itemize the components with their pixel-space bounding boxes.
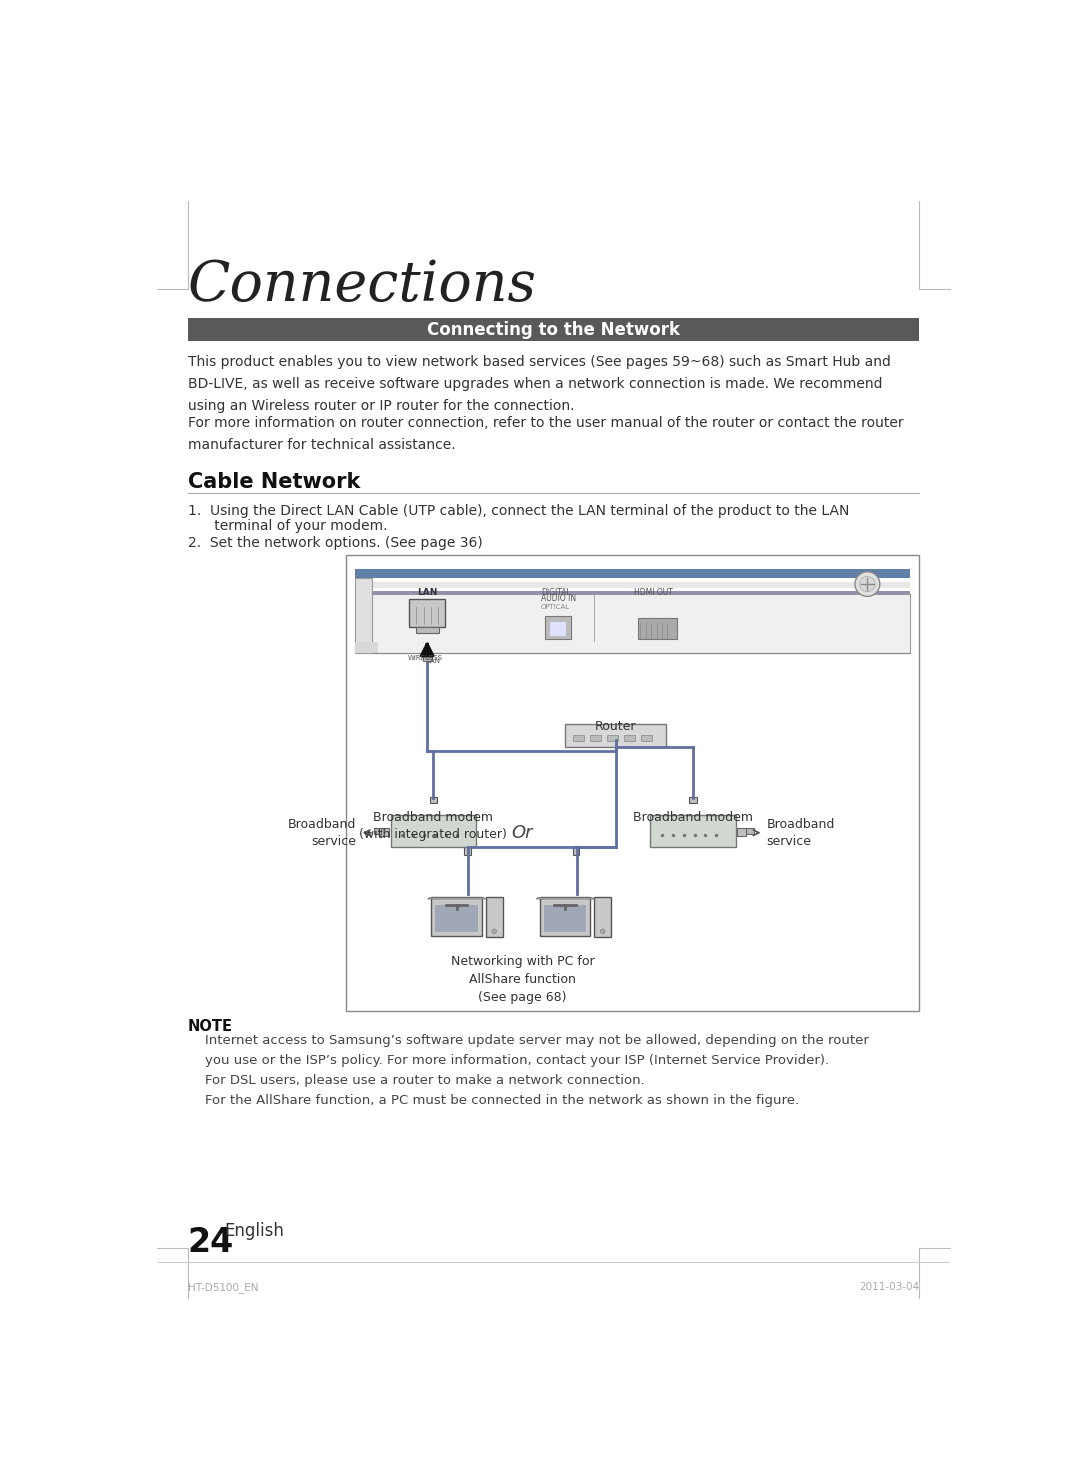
Bar xyxy=(380,828,389,836)
Text: Broadband modem: Broadband modem xyxy=(633,810,753,824)
Bar xyxy=(416,627,438,633)
Bar xyxy=(572,735,583,741)
Polygon shape xyxy=(536,898,594,899)
Text: HT-D5100_EN: HT-D5100_EN xyxy=(188,1282,258,1293)
Text: 1.  Using the Direct LAN Cable (UTP cable), connect the LAN terminal of the prod: 1. Using the Direct LAN Cable (UTP cable… xyxy=(188,504,849,518)
Text: OPTICAL: OPTICAL xyxy=(541,605,570,611)
Bar xyxy=(689,797,697,803)
Circle shape xyxy=(491,929,497,933)
Text: Networking with PC for
AllShare function
(See page 68): Networking with PC for AllShare function… xyxy=(450,955,594,1004)
Bar xyxy=(355,642,378,654)
Text: DIGITAL: DIGITAL xyxy=(541,589,571,598)
Circle shape xyxy=(600,929,605,933)
Bar xyxy=(409,599,445,627)
Bar xyxy=(355,592,910,595)
Text: 24: 24 xyxy=(188,1226,234,1259)
Bar xyxy=(604,731,610,738)
Bar xyxy=(607,735,618,741)
Bar xyxy=(746,828,754,834)
Text: AUDIO IN: AUDIO IN xyxy=(541,593,577,602)
Bar xyxy=(355,595,910,654)
Polygon shape xyxy=(428,898,486,899)
Bar xyxy=(642,735,652,741)
Text: This product enables you to view network based services (See pages 59~68) such a: This product enables you to view network… xyxy=(188,355,891,413)
Text: WIRELESS: WIRELESS xyxy=(407,655,443,661)
Bar xyxy=(551,621,566,636)
Text: Broadband
service: Broadband service xyxy=(767,818,835,847)
Text: Internet access to Samsung’s software update server may not be allowed, dependin: Internet access to Samsung’s software up… xyxy=(205,1034,868,1108)
Text: Connecting to the Network: Connecting to the Network xyxy=(427,321,680,339)
Circle shape xyxy=(860,577,875,592)
Text: Or: Or xyxy=(512,824,534,842)
Text: Broadband
service: Broadband service xyxy=(287,818,356,847)
Bar xyxy=(594,898,611,938)
Bar xyxy=(355,568,910,578)
Text: LAN: LAN xyxy=(417,589,437,598)
Bar xyxy=(374,828,381,834)
Text: 2.  Set the network options. (See page 36): 2. Set the network options. (See page 36… xyxy=(188,535,483,550)
Bar xyxy=(590,735,600,741)
Circle shape xyxy=(855,572,880,596)
Bar xyxy=(355,578,373,654)
Bar xyxy=(544,905,586,932)
Text: HDMI OUT: HDMI OUT xyxy=(634,589,673,598)
Bar xyxy=(431,898,482,936)
Bar xyxy=(619,731,625,738)
Bar xyxy=(422,655,432,661)
Text: Router: Router xyxy=(595,720,636,734)
Bar xyxy=(464,846,471,855)
Text: terminal of your modem.: terminal of your modem. xyxy=(188,519,388,532)
Bar xyxy=(565,725,666,747)
Bar xyxy=(624,735,635,741)
Text: 2011-03-04: 2011-03-04 xyxy=(860,1282,919,1293)
Bar xyxy=(355,581,910,587)
Bar xyxy=(572,846,579,855)
Bar xyxy=(650,815,735,847)
Bar xyxy=(188,318,919,342)
Text: Broadband modem
(with integrated router): Broadband modem (with integrated router) xyxy=(360,810,508,842)
Bar xyxy=(638,618,677,639)
Text: Connections: Connections xyxy=(188,259,537,314)
Bar xyxy=(435,905,478,932)
Text: NOTE: NOTE xyxy=(188,1019,232,1034)
Text: LAN: LAN xyxy=(427,658,441,664)
Bar xyxy=(738,828,746,836)
Text: For more information on router connection, refer to the user manual of the route: For more information on router connectio… xyxy=(188,416,903,453)
Bar xyxy=(486,898,502,938)
Bar xyxy=(430,797,437,803)
Bar xyxy=(391,815,476,847)
Text: English: English xyxy=(225,1222,284,1239)
Text: Cable Network: Cable Network xyxy=(188,472,360,493)
Bar xyxy=(540,898,591,936)
Bar xyxy=(545,617,571,639)
Bar xyxy=(346,555,919,1012)
